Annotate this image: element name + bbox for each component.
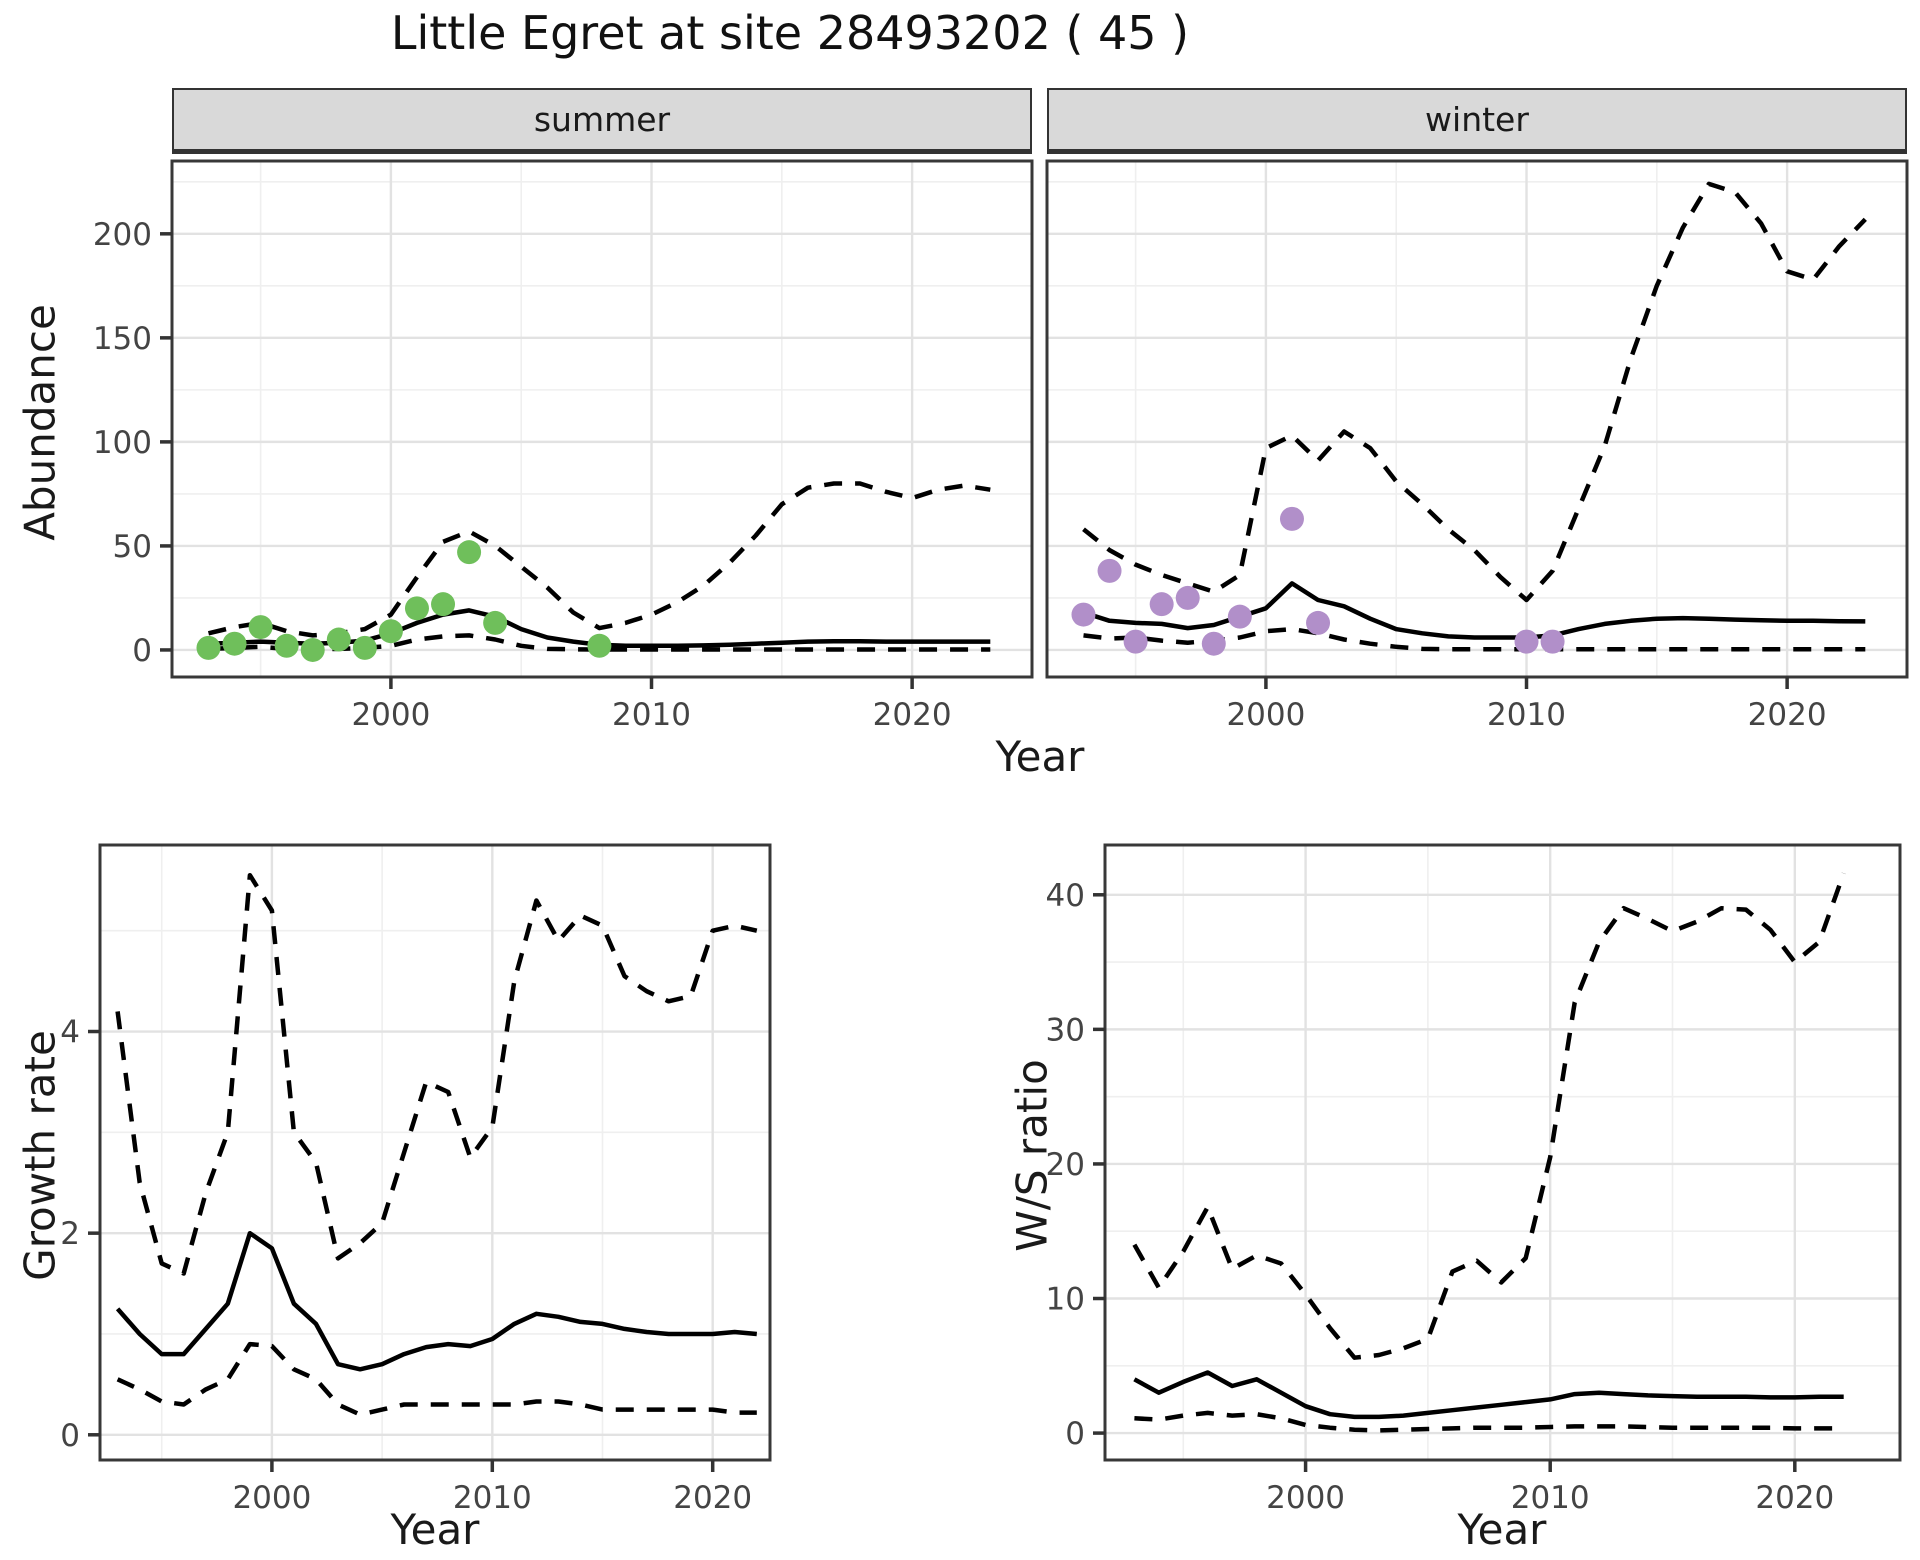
svg-text:2000: 2000 xyxy=(351,697,430,733)
facet-strip-winter: winter xyxy=(1047,88,1907,154)
series-abundance_summer-observations xyxy=(196,540,612,662)
panel-abundance_summer: 2000 2010 2020 0 50 100 150 200 xyxy=(93,159,1034,733)
svg-text:2010: 2010 xyxy=(1511,1480,1590,1516)
panel-border-ws_ratio xyxy=(1103,843,1902,1462)
series-abundance_winter xyxy=(1071,181,1867,656)
axis-growth_rate: 2000 2010 2020 0 2 4 xyxy=(60,1015,752,1516)
svg-text:2020: 2020 xyxy=(873,697,952,733)
panel-border-abundance_winter xyxy=(1045,159,1909,679)
panel-growth_rate: 2000 2010 2020 0 2 4 xyxy=(60,843,772,1516)
svg-text:2000: 2000 xyxy=(1226,697,1305,733)
svg-text:100: 100 xyxy=(93,425,152,461)
svg-text:2000: 2000 xyxy=(1266,1480,1345,1516)
svg-text:2000: 2000 xyxy=(232,1480,311,1516)
svg-text:150: 150 xyxy=(93,321,152,357)
svg-text:200: 200 xyxy=(93,217,152,253)
series-ws_ratio-mean xyxy=(1133,1370,1844,1420)
series-growth_rate-mean xyxy=(115,1230,758,1372)
series-growth_rate xyxy=(115,872,758,1417)
svg-text:0: 0 xyxy=(1065,1416,1085,1452)
series-growth_rate-lower_ci xyxy=(116,1341,757,1417)
svg-text:0: 0 xyxy=(60,1418,80,1454)
axis-ws_ratio: 2000 2010 2020 0 10 20 30 40 xyxy=(1046,878,1835,1516)
series-growth_rate-upper_ci xyxy=(115,872,758,1276)
axis-abundance_winter: 2000 2010 2020 xyxy=(1226,677,1827,733)
gridlines-ws_ratio xyxy=(1105,845,1900,1460)
svg-text:2020: 2020 xyxy=(1755,1480,1834,1516)
svg-text:40: 40 xyxy=(1046,878,1085,914)
svg-text:20: 20 xyxy=(1046,1147,1085,1183)
panel-border-growth_rate xyxy=(98,843,772,1462)
svg-text:4: 4 xyxy=(60,1015,80,1051)
svg-text:2020: 2020 xyxy=(673,1480,752,1516)
gridlines-abundance_winter xyxy=(1047,161,1907,677)
axis-abundance_summer: 2000 2010 2020 0 50 100 150 200 xyxy=(93,217,952,733)
panel-abundance_winter: 2000 2010 2020 xyxy=(1045,159,1909,733)
svg-text:30: 30 xyxy=(1046,1012,1085,1048)
plot-title: Little Egret at site 28493202 ( 45 ) xyxy=(390,6,1190,60)
series-abundance_summer xyxy=(196,481,991,662)
svg-text:2: 2 xyxy=(60,1216,80,1252)
panel-border-abundance_summer xyxy=(170,159,1034,679)
svg-text:50: 50 xyxy=(113,529,152,565)
series-abundance_winter-observations xyxy=(1071,506,1565,656)
series-ws_ratio-upper_ci xyxy=(1132,872,1846,1360)
x-axis-title-year-top: Year xyxy=(995,732,1085,781)
series-abundance_winter-mean xyxy=(1082,581,1866,640)
panel-ws_ratio: 2000 2010 2020 0 10 20 30 40 xyxy=(1046,843,1902,1516)
y-axis-title-growth-rate: Growth rate xyxy=(15,1030,65,1281)
series-ws_ratio xyxy=(1132,872,1846,1433)
y-axis-title-abundance: Abundance xyxy=(15,304,65,541)
series-ws_ratio-lower_ci xyxy=(1134,1410,1844,1433)
facet-strip-summer: summer xyxy=(172,88,1032,154)
svg-text:2010: 2010 xyxy=(453,1480,532,1516)
y-axis-title-ws-ratio: W/S ratio xyxy=(1007,1059,1057,1252)
svg-text:10: 10 xyxy=(1046,1282,1085,1318)
svg-text:0: 0 xyxy=(132,633,152,669)
x-axis-title-year-ws: Year xyxy=(1457,1505,1547,1554)
svg-text:2020: 2020 xyxy=(1748,697,1827,733)
svg-text:2010: 2010 xyxy=(612,697,691,733)
x-axis-title-year-growth: Year xyxy=(390,1505,480,1554)
svg-text:2010: 2010 xyxy=(1487,697,1566,733)
